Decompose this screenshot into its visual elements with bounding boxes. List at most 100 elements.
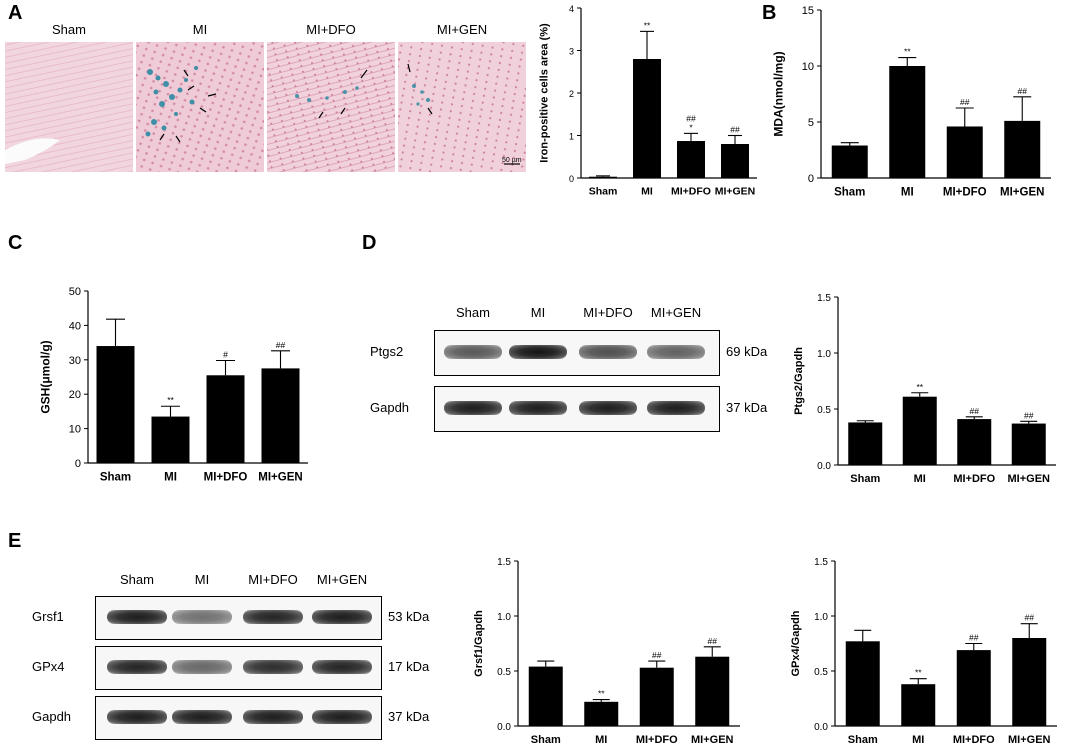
x-tick-label: MI+DFO <box>636 734 678 746</box>
micrograph-label-mi: MI <box>192 22 208 37</box>
panel-letter-e: E <box>8 530 22 552</box>
protein-band <box>243 610 303 624</box>
bar <box>946 126 983 178</box>
x-tick-label: MI <box>595 734 607 746</box>
x-tick-label: MI+DFO <box>953 473 995 485</box>
y-tick-label: 5 <box>808 117 814 129</box>
protein-band <box>312 610 372 624</box>
bar <box>1012 638 1047 726</box>
bar <box>889 66 926 178</box>
bar <box>831 145 868 178</box>
y-tick-label: 0 <box>808 173 814 185</box>
significance-label: ## <box>1024 410 1034 420</box>
protein-band <box>579 401 637 415</box>
chart-gpx4: 0.0 0.5 1.0 1.5 GPx4/Gapdh Sham ** MI ## MI+DFO ##… <box>790 557 1057 746</box>
protein-band <box>509 345 567 359</box>
bar <box>901 684 936 726</box>
significance-label: * <box>689 122 693 132</box>
protein-band <box>647 401 705 415</box>
bar <box>96 346 135 463</box>
significance-label: ## <box>960 97 970 107</box>
bar <box>1004 120 1041 178</box>
y-tick-label: 2 <box>569 89 574 99</box>
x-tick-label: MI+GEN <box>1000 187 1044 199</box>
bar <box>677 141 705 178</box>
x-tick-label: MI+DFO <box>953 734 995 746</box>
blot-row-label: Ptgs2 <box>370 344 404 359</box>
significance-label: ** <box>904 47 911 57</box>
significance-label: ## <box>708 636 718 646</box>
y-tick-label: 0 <box>75 458 81 470</box>
protein-band <box>107 610 167 624</box>
micrograph-label-mi-gen: MI+GEN <box>436 22 488 37</box>
chart-grsf1: 0.0 0.5 1.0 1.5 Grsf1/Gapdh Sham ** MI ## MI+DFO #… <box>473 557 740 746</box>
protein-band <box>312 660 372 674</box>
bar <box>206 375 245 463</box>
x-tick-label: MI <box>901 187 914 199</box>
y-tick-label: 20 <box>69 389 81 401</box>
lane-label: MI+DFO <box>248 572 298 587</box>
bar <box>956 650 991 726</box>
protein-band <box>444 345 502 359</box>
protein-band <box>243 710 303 724</box>
protein-band <box>107 660 167 674</box>
significance-label: ** <box>167 395 174 405</box>
micrograph-sham-image <box>5 42 133 172</box>
bar <box>261 368 300 463</box>
scale-bar-label: 50 µm <box>502 157 522 164</box>
micrograph-mi-gen: 50 µm <box>398 42 526 172</box>
molecular-weight-label: 69 kDa <box>726 344 768 359</box>
x-tick-label: MI+GEN <box>258 472 302 484</box>
bar <box>845 641 880 726</box>
molecular-weight-label: 53 kDa <box>388 609 430 624</box>
bar <box>528 666 563 726</box>
lane-label: MI <box>194 572 210 587</box>
x-tick-label: MI <box>641 186 653 198</box>
significance-label: ## <box>276 340 286 350</box>
protein-band <box>647 345 705 359</box>
x-tick-label: MI+GEN <box>1008 734 1051 746</box>
blot-row-label: Gapdh <box>32 709 72 724</box>
x-tick-label: MI+DFO <box>671 186 711 198</box>
bar <box>695 656 730 726</box>
bar <box>639 667 674 726</box>
molecular-weight-label: 37 kDa <box>388 709 430 724</box>
y-tick-label: 40 <box>69 320 81 332</box>
protein-band <box>243 660 303 674</box>
blot-row-label: Gapdh <box>370 400 410 415</box>
significance-label: ** <box>915 668 922 678</box>
panel-letter-d: D <box>362 232 377 254</box>
y-tick-label: 1.5 <box>817 293 831 304</box>
y-tick-label: 1.0 <box>814 612 828 623</box>
panel-letter-c: C <box>8 232 23 254</box>
y-tick-label: 1.5 <box>497 557 511 568</box>
x-tick-label: MI <box>912 734 924 746</box>
x-tick-label: Sham <box>848 734 878 746</box>
significance-label: ## <box>686 113 696 123</box>
y-tick-label: 1 <box>569 132 574 142</box>
y-axis-label: Iron-positive cells area (%) <box>539 23 551 163</box>
bar <box>151 416 190 463</box>
bar <box>1011 423 1046 465</box>
y-axis-label: Grsf1/Gapdh <box>473 610 485 677</box>
lane-label: MI <box>530 305 546 320</box>
y-tick-label: 0.5 <box>814 667 828 678</box>
micrograph-mi-dfo <box>267 42 395 172</box>
significance-label: ## <box>1018 86 1028 96</box>
blot-row-label: Grsf1 <box>32 609 64 624</box>
x-tick-label: MI+GEN <box>715 186 756 198</box>
y-tick-label: 0 <box>569 174 574 184</box>
y-tick-label: 0.0 <box>817 461 831 472</box>
y-tick-label: 1.0 <box>817 349 831 360</box>
bar <box>848 422 883 465</box>
molecular-weight-label: 37 kDa <box>726 400 768 415</box>
bar <box>584 701 619 726</box>
y-axis-label: Ptgs2/Gapdh <box>793 347 805 415</box>
x-tick-label: Sham <box>100 472 131 484</box>
y-tick-label: 30 <box>69 355 81 367</box>
micrograph-mi-gen-image: 50 µm <box>398 42 526 172</box>
y-tick-label: 3 <box>569 47 574 57</box>
lane-label: MI+GEN <box>316 572 368 587</box>
protein-band <box>172 610 232 624</box>
x-tick-label: MI <box>914 473 926 485</box>
